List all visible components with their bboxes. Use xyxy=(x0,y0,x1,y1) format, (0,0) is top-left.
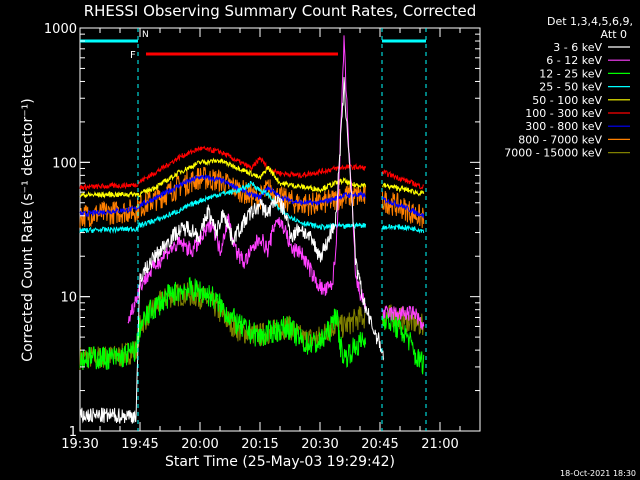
legend-label: 25 - 50 keV xyxy=(539,81,602,94)
legend-label: 6 - 12 keV xyxy=(546,54,602,67)
legend-label: 800 - 7000 keV xyxy=(518,133,602,146)
series-line-100-300-kev xyxy=(79,145,425,191)
series-line-50-100-kev xyxy=(79,157,425,199)
legend-label: 7000 - 15000 keV xyxy=(504,147,602,160)
legend-header-line-1: Det 1,3,4,5,6,9, xyxy=(547,15,633,28)
plot-layer xyxy=(79,35,425,424)
series-line-300-800-kev xyxy=(79,173,425,219)
legend-header-line-2: Att 0 xyxy=(601,28,627,41)
annotation-layer: NF xyxy=(80,28,427,431)
x-tick-label: 20:00 xyxy=(181,437,218,452)
series-line-6-12-kev xyxy=(127,35,425,330)
legend-label: 300 - 800 keV xyxy=(525,120,602,133)
legend-label: 100 - 300 keV xyxy=(525,107,602,120)
series-line-3-6-kev xyxy=(79,77,385,424)
night-label: N xyxy=(142,30,149,40)
x-tick-label: 20:45 xyxy=(361,437,398,452)
y-tick-label: 100 xyxy=(52,156,77,171)
x-axis-label: Start Time (25-May-03 19:29:42) xyxy=(165,454,395,470)
chart-title: RHESSI Observing Summary Count Rates, Co… xyxy=(84,2,477,20)
y-tick-label: 10 xyxy=(60,291,77,306)
x-tick-label: 19:45 xyxy=(121,437,158,452)
x-tick-label: 21:00 xyxy=(421,437,458,452)
y-axis-label: Corrected Count Rate (s⁻¹ detector⁻¹) xyxy=(20,98,36,361)
footer-date: 18-Oct-2021 18:30 xyxy=(560,469,636,478)
legend-label: 50 - 100 keV xyxy=(532,94,602,107)
y-axis: 1 10 100 1000 xyxy=(44,22,480,440)
series-line-25-50-kev xyxy=(79,181,425,234)
x-axis: 19:30 19:45 20:00 20:15 20:30 20:45 21:00 xyxy=(61,28,481,452)
x-tick-label: 19:30 xyxy=(61,437,98,452)
series-line-12-25-kev xyxy=(79,276,425,375)
y-tick-label: 1 xyxy=(69,425,77,440)
y-tick-label: 1000 xyxy=(44,22,77,37)
legend-label: 12 - 25 keV xyxy=(539,67,602,80)
legend-label: 3 - 6 keV xyxy=(553,41,602,54)
x-tick-label: 20:30 xyxy=(301,437,338,452)
flare-label: F xyxy=(130,50,136,61)
series-line-7000-15000-kev xyxy=(79,282,425,371)
x-tick-label: 20:15 xyxy=(241,437,278,452)
